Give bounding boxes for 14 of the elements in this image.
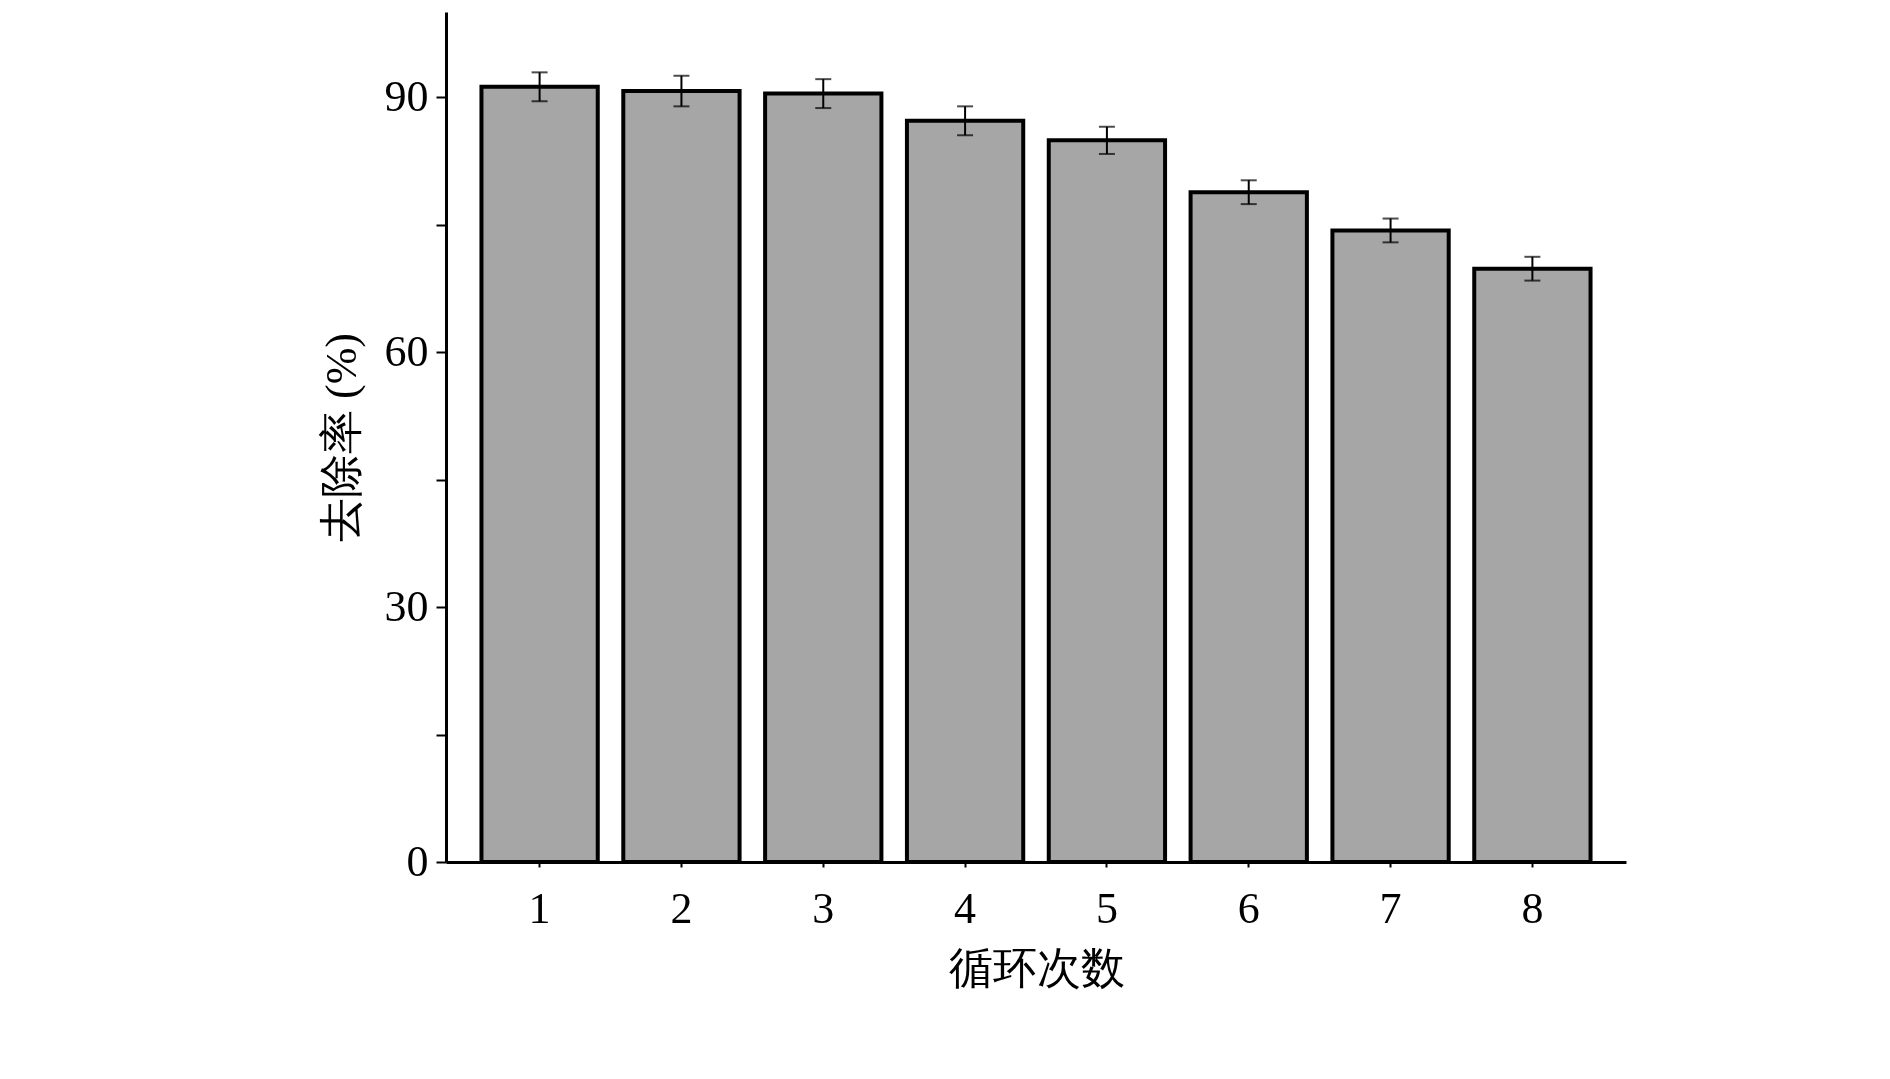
- y-tick-label: 90: [384, 71, 429, 121]
- x-axis-title: 循环次数: [948, 943, 1125, 993]
- x-tick-label: 7: [1379, 883, 1402, 933]
- x-tick-label: 1: [528, 883, 551, 933]
- x-tick-label: 4: [954, 883, 977, 933]
- x-tick-label: 5: [1095, 883, 1118, 933]
- x-tick-label: 3: [812, 883, 835, 933]
- y-axis-title: 去除率 (%): [316, 333, 366, 542]
- y-tick-label: 30: [384, 581, 429, 631]
- x-tick-label: 8: [1521, 883, 1544, 933]
- y-tick-label: 60: [384, 326, 429, 376]
- y-tick-label: 0: [406, 836, 429, 886]
- x-tick-label: 2: [670, 883, 693, 933]
- x-tick-label: 6: [1237, 883, 1260, 933]
